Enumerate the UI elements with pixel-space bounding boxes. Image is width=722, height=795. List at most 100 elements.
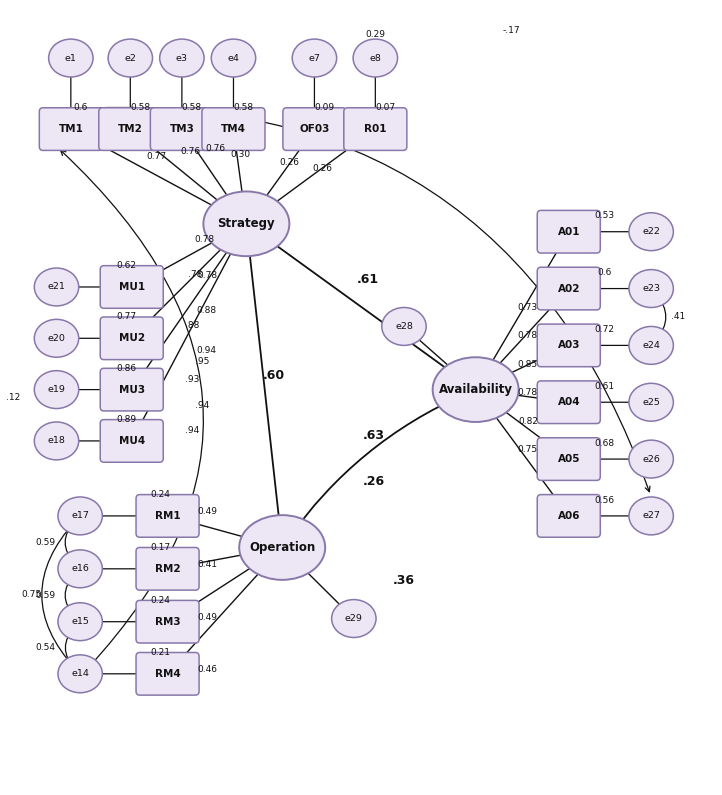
Ellipse shape bbox=[160, 39, 204, 77]
FancyBboxPatch shape bbox=[537, 381, 600, 424]
Text: MU4: MU4 bbox=[118, 436, 145, 446]
Ellipse shape bbox=[58, 655, 103, 692]
Text: .63: .63 bbox=[363, 429, 385, 442]
Text: 0.85: 0.85 bbox=[518, 360, 538, 369]
Text: e14: e14 bbox=[71, 669, 89, 678]
Ellipse shape bbox=[629, 497, 674, 535]
Text: 0.26: 0.26 bbox=[279, 157, 300, 167]
FancyBboxPatch shape bbox=[100, 317, 163, 359]
Ellipse shape bbox=[629, 270, 674, 308]
Text: 0.77: 0.77 bbox=[147, 152, 167, 161]
Text: 0.17: 0.17 bbox=[150, 543, 170, 552]
Ellipse shape bbox=[35, 320, 79, 357]
Text: 0.6: 0.6 bbox=[74, 103, 88, 112]
Text: 0.78: 0.78 bbox=[198, 271, 218, 281]
Text: e21: e21 bbox=[48, 282, 66, 292]
Text: 0.07: 0.07 bbox=[375, 103, 396, 112]
Ellipse shape bbox=[48, 39, 93, 77]
Text: e2: e2 bbox=[124, 53, 136, 63]
Text: e29: e29 bbox=[345, 614, 362, 623]
FancyBboxPatch shape bbox=[136, 653, 199, 695]
Text: e26: e26 bbox=[643, 455, 660, 463]
Ellipse shape bbox=[58, 603, 103, 641]
Text: 0.54: 0.54 bbox=[36, 643, 56, 652]
FancyBboxPatch shape bbox=[136, 600, 199, 643]
Text: 0.21: 0.21 bbox=[150, 648, 170, 657]
Text: R01: R01 bbox=[364, 124, 386, 134]
Text: 0.59: 0.59 bbox=[35, 538, 56, 547]
Text: e27: e27 bbox=[643, 511, 660, 521]
Ellipse shape bbox=[629, 213, 674, 250]
FancyBboxPatch shape bbox=[99, 108, 162, 150]
FancyBboxPatch shape bbox=[100, 266, 163, 308]
Text: A05: A05 bbox=[557, 454, 580, 464]
Text: 0.56: 0.56 bbox=[594, 495, 614, 505]
Text: 0.61: 0.61 bbox=[594, 382, 614, 391]
Ellipse shape bbox=[239, 515, 325, 580]
Text: RM3: RM3 bbox=[155, 617, 180, 626]
Text: A03: A03 bbox=[557, 340, 580, 351]
FancyBboxPatch shape bbox=[283, 108, 346, 150]
Text: 0.29: 0.29 bbox=[365, 30, 386, 39]
Text: e7: e7 bbox=[308, 53, 321, 63]
Text: A01: A01 bbox=[557, 227, 580, 237]
Text: 0.88: 0.88 bbox=[196, 306, 217, 315]
Text: RM1: RM1 bbox=[155, 511, 180, 521]
Text: e16: e16 bbox=[71, 564, 89, 573]
Ellipse shape bbox=[35, 370, 79, 409]
Text: 0.41: 0.41 bbox=[197, 560, 217, 569]
Text: 0.53: 0.53 bbox=[594, 211, 614, 220]
Ellipse shape bbox=[58, 497, 103, 535]
Text: .93: .93 bbox=[185, 375, 199, 384]
Ellipse shape bbox=[292, 39, 336, 77]
Text: 0.75: 0.75 bbox=[22, 591, 41, 599]
Ellipse shape bbox=[204, 192, 290, 256]
Ellipse shape bbox=[331, 599, 376, 638]
Text: 0.75: 0.75 bbox=[518, 445, 538, 454]
FancyBboxPatch shape bbox=[537, 324, 600, 366]
Ellipse shape bbox=[35, 422, 79, 460]
Text: .60: .60 bbox=[263, 369, 284, 382]
FancyBboxPatch shape bbox=[537, 267, 600, 310]
FancyBboxPatch shape bbox=[537, 211, 600, 253]
Text: RM2: RM2 bbox=[155, 564, 180, 574]
Text: TM4: TM4 bbox=[221, 124, 246, 134]
Text: 0.76: 0.76 bbox=[180, 147, 201, 156]
Text: MU2: MU2 bbox=[118, 333, 145, 343]
Text: .94: .94 bbox=[185, 426, 199, 435]
Text: RM4: RM4 bbox=[155, 669, 180, 679]
Text: e22: e22 bbox=[643, 227, 660, 236]
FancyBboxPatch shape bbox=[100, 368, 163, 411]
Text: .12: .12 bbox=[6, 393, 21, 402]
Text: 0.09: 0.09 bbox=[314, 103, 334, 112]
Text: e3: e3 bbox=[176, 53, 188, 63]
Text: e4: e4 bbox=[227, 53, 240, 63]
Text: OF03: OF03 bbox=[299, 124, 330, 134]
Text: .88: .88 bbox=[186, 321, 200, 330]
Ellipse shape bbox=[212, 39, 256, 77]
Text: 0.94: 0.94 bbox=[196, 346, 217, 355]
Text: 0.30: 0.30 bbox=[230, 149, 251, 159]
Text: e8: e8 bbox=[370, 53, 381, 63]
Text: 0.86: 0.86 bbox=[116, 364, 136, 373]
Ellipse shape bbox=[353, 39, 398, 77]
Text: TM3: TM3 bbox=[170, 124, 194, 134]
Text: e19: e19 bbox=[48, 385, 66, 394]
Text: .78: .78 bbox=[188, 270, 202, 279]
Text: 0.26: 0.26 bbox=[313, 164, 332, 173]
Ellipse shape bbox=[629, 383, 674, 421]
Text: 0.58: 0.58 bbox=[130, 103, 150, 112]
FancyBboxPatch shape bbox=[39, 108, 103, 150]
Text: MU1: MU1 bbox=[118, 282, 145, 292]
FancyBboxPatch shape bbox=[537, 494, 600, 537]
Text: A06: A06 bbox=[557, 511, 580, 521]
FancyBboxPatch shape bbox=[100, 420, 163, 462]
Text: 0.62: 0.62 bbox=[116, 262, 136, 270]
Ellipse shape bbox=[629, 440, 674, 478]
Text: e23: e23 bbox=[642, 284, 660, 293]
Text: MU3: MU3 bbox=[118, 385, 145, 394]
Ellipse shape bbox=[108, 39, 152, 77]
Text: 0.68: 0.68 bbox=[594, 439, 614, 448]
Text: 0.78: 0.78 bbox=[195, 235, 215, 244]
Text: -.17: -.17 bbox=[503, 26, 521, 35]
